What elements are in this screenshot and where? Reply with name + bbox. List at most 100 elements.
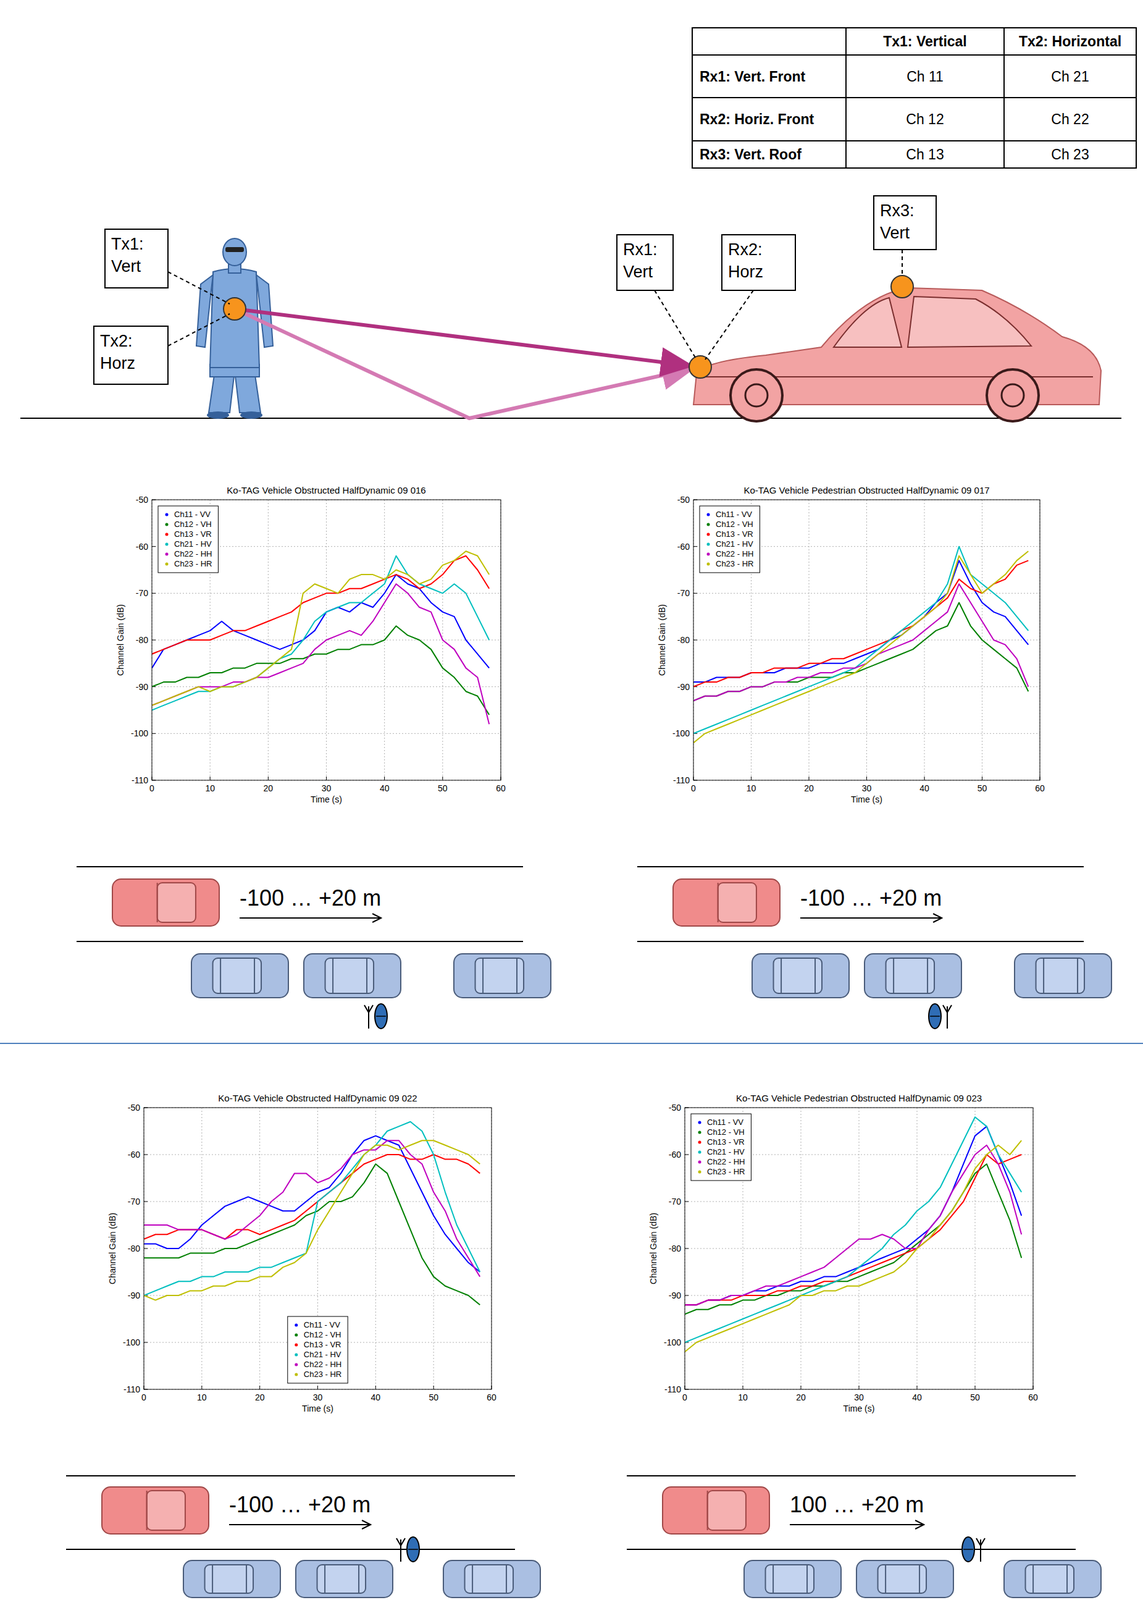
row-head: Rx1: Vert. Front xyxy=(699,68,806,85)
legend-marker xyxy=(698,1130,702,1134)
plot-area xyxy=(151,499,501,780)
windshield xyxy=(1032,1564,1034,1593)
car-shape xyxy=(183,1559,281,1597)
antenna-arm xyxy=(396,1537,401,1545)
roof xyxy=(325,957,375,993)
tick-label: 10 xyxy=(196,1391,207,1402)
pedestrian-arms xyxy=(408,1548,419,1550)
legend-marker xyxy=(707,532,711,536)
tick xyxy=(151,545,156,547)
legend-marker xyxy=(698,1150,702,1154)
car xyxy=(693,287,1102,422)
car-shape xyxy=(295,1559,393,1597)
windshield xyxy=(884,1564,887,1593)
car-shape xyxy=(752,953,850,998)
tick xyxy=(375,1385,377,1389)
car-shape xyxy=(856,1559,954,1597)
legend-marker xyxy=(707,562,711,566)
tick-label: -50 xyxy=(127,1102,141,1113)
tick-label: -80 xyxy=(677,634,690,645)
chart-title: Ko-TAG Vehicle Pedestrian Obstructed Hal… xyxy=(743,484,990,496)
legend-label: Ch21 - HV xyxy=(707,1146,745,1156)
chart-title: Ko-TAG Vehicle Pedestrian Obstructed Hal… xyxy=(736,1092,982,1103)
tick xyxy=(201,1385,202,1389)
column-head: Tx1: Vertical xyxy=(883,33,968,50)
series-line xyxy=(693,583,1029,701)
tick-label: 30 xyxy=(321,782,332,793)
table-cell xyxy=(692,54,846,98)
tick xyxy=(143,1154,148,1155)
legend-marker xyxy=(707,523,711,527)
tick-label: 50 xyxy=(437,782,448,793)
table-cell xyxy=(692,27,846,55)
car-shape xyxy=(1004,1559,1102,1597)
rear-window xyxy=(918,1564,921,1593)
parked-car xyxy=(443,1559,541,1597)
legend: Ch11 - VVCh12 - VHCh13 - VRCh21 - HVCh22… xyxy=(699,505,760,573)
tick xyxy=(684,1201,689,1202)
tick xyxy=(259,1385,260,1389)
tick-label: 40 xyxy=(371,1391,381,1402)
tick xyxy=(442,776,443,780)
axis-title: Channel Gain (dB) xyxy=(107,1212,118,1284)
table-value: Ch 12 xyxy=(905,111,944,128)
leader xyxy=(654,290,697,360)
windshield xyxy=(324,1564,326,1593)
axis-title: Channel Gain (dB) xyxy=(115,603,126,676)
roof xyxy=(886,957,935,993)
tick-label: -50 xyxy=(677,494,690,505)
legend-marker xyxy=(165,542,169,546)
tick-label: 0 xyxy=(690,782,696,793)
tick xyxy=(808,776,810,780)
antenna-arm xyxy=(980,1537,985,1545)
tick-label: -110 xyxy=(673,774,690,785)
legend-box xyxy=(699,505,760,573)
tick xyxy=(924,776,926,780)
car-shape xyxy=(1014,953,1112,998)
leader xyxy=(167,271,230,304)
tick xyxy=(143,1341,148,1343)
series-group xyxy=(684,1116,1022,1352)
antenna-arm xyxy=(947,1004,952,1013)
test-vehicle xyxy=(662,1486,770,1534)
tick-label: -60 xyxy=(677,541,690,552)
test-vehicle xyxy=(673,878,780,926)
rear-window xyxy=(358,1564,360,1593)
tick-label: -90 xyxy=(677,681,690,692)
grid-line xyxy=(201,1107,202,1389)
table-value: Ch 21 xyxy=(1050,68,1089,85)
parked-car xyxy=(191,953,289,998)
axis-title: Channel Gain (dB) xyxy=(657,603,667,676)
car-shape xyxy=(443,1559,541,1597)
parked-car xyxy=(303,953,401,998)
scenario: -100 … +20 m xyxy=(76,866,551,1029)
series-line xyxy=(151,583,490,724)
grid-line xyxy=(143,1154,492,1155)
tick xyxy=(209,776,211,780)
car-shape xyxy=(453,953,551,998)
leader xyxy=(705,290,754,360)
tick-label: 0 xyxy=(149,782,155,793)
legend-box xyxy=(158,505,218,573)
tick-label: -50 xyxy=(668,1102,682,1113)
column-head: Tx2: Horizontal xyxy=(1018,33,1122,50)
roof xyxy=(1025,1564,1075,1593)
plot-frame xyxy=(151,499,501,780)
direction-arrow xyxy=(800,916,942,919)
series-line xyxy=(143,1139,480,1300)
series-line xyxy=(151,550,490,706)
tick-label: -50 xyxy=(135,494,149,505)
axis-title: Time (s) xyxy=(310,794,343,804)
series-group xyxy=(151,550,490,724)
diagram-label: Rx2: xyxy=(728,240,763,259)
channel-table: Tx1: Vertical Tx2: Horizontal Rx1: Vert. F… xyxy=(692,27,1137,168)
roof xyxy=(475,957,525,993)
car-shape xyxy=(744,1559,842,1597)
rear-window xyxy=(253,957,256,993)
tick-label: 30 xyxy=(313,1391,323,1402)
tick xyxy=(858,1385,860,1389)
tick xyxy=(866,776,867,780)
tick-label: -100 xyxy=(130,728,149,738)
pedestrian-tag xyxy=(396,1536,420,1562)
goggles xyxy=(225,247,244,252)
